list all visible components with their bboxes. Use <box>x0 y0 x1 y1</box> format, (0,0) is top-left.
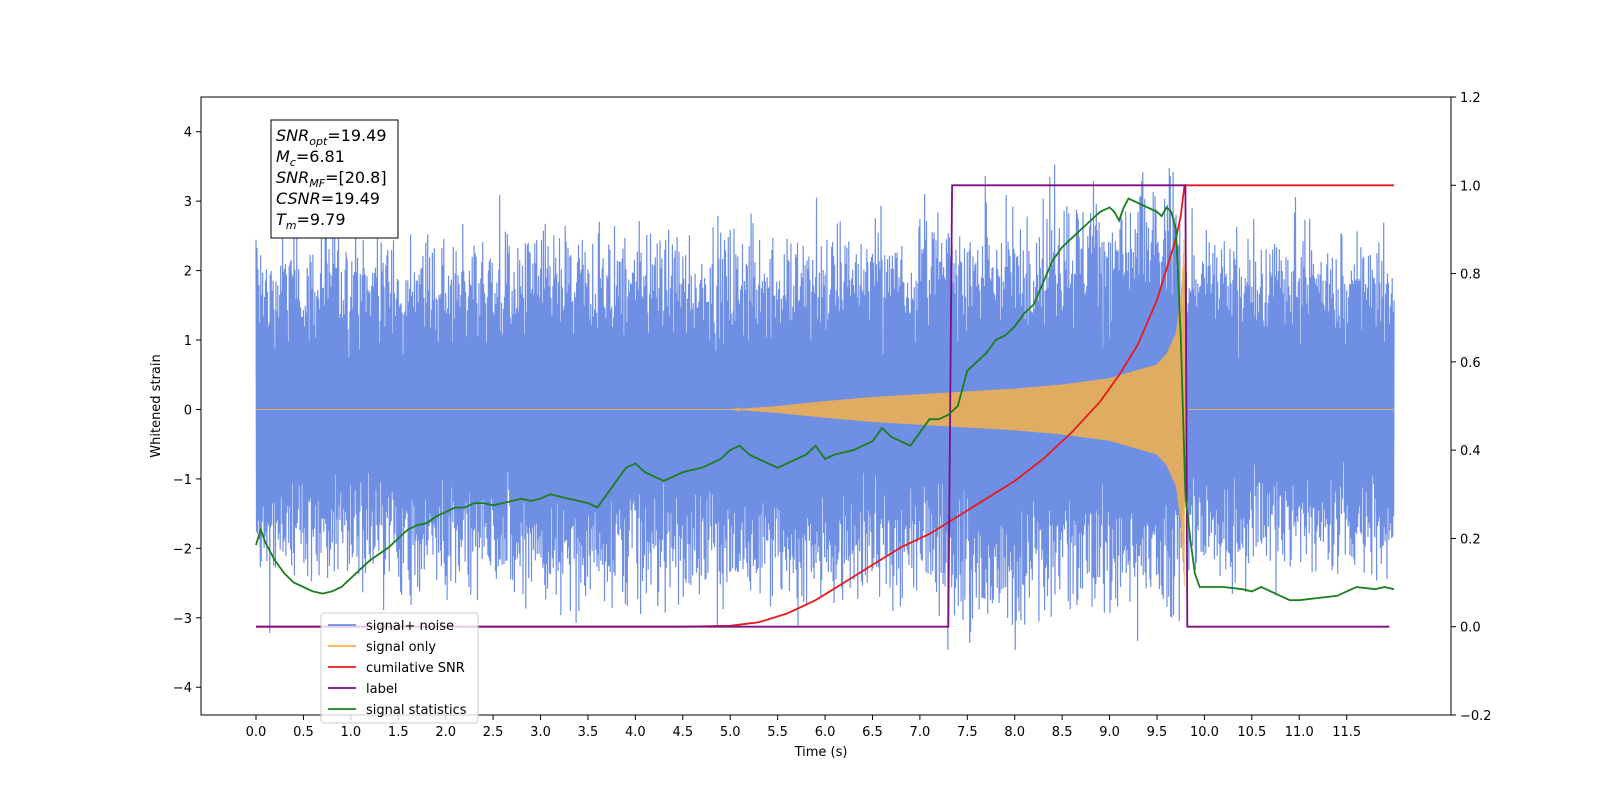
x-tick-label: 11.0 <box>1285 725 1314 740</box>
annotation-line: Mc=6.81 <box>276 147 345 169</box>
signal-noise-series <box>255 164 1395 651</box>
y-right-tick-label: 0.8 <box>1460 268 1481 283</box>
annotation-symbol: T <box>276 210 287 229</box>
x-tick-label: 0.5 <box>293 725 314 740</box>
annotation-value: =6.81 <box>296 147 345 166</box>
annotation-box: SNRopt=19.49Mc=6.81SNRMF=[20.8]CSNR=19.4… <box>270 119 399 239</box>
x-tick-label: 5.0 <box>720 725 741 740</box>
annotation-frame <box>270 119 399 239</box>
annotation-line: Tm=9.79 <box>276 210 346 232</box>
x-tick-label: 5.5 <box>767 725 788 740</box>
y-right-axis-ticks: 1.2 1.0 0.8 0.6 0.4 0.2 0.0 −0.2 <box>1451 91 1492 724</box>
x-tick-label: 2.5 <box>483 725 504 740</box>
x-tick-label: 10.5 <box>1237 725 1266 740</box>
legend-label: signal statistics <box>366 703 467 718</box>
annotation-symbol: M <box>276 147 290 166</box>
line-series <box>255 184 1395 628</box>
x-tick-label: 8.0 <box>1004 725 1025 740</box>
legend-label: signal+ noise <box>366 619 454 634</box>
signal-statistics-line <box>255 197 1395 602</box>
annotation-symbol: SNR <box>276 168 309 187</box>
x-tick-label: 7.0 <box>910 725 931 740</box>
y-tick-label: 3 <box>184 195 192 210</box>
y-right-tick-label: 1.0 <box>1460 179 1481 194</box>
annotation-value: =19.49 <box>327 126 386 145</box>
legend-label: signal only <box>366 640 436 655</box>
signal-only-series <box>256 239 1395 587</box>
y-right-tick-label: −0.2 <box>1460 709 1492 724</box>
x-tick-label: 3.5 <box>578 725 599 740</box>
x-tick-label: 2.0 <box>435 725 456 740</box>
y-right-tick-label: 0.6 <box>1460 356 1481 371</box>
x-tick-label: 0.0 <box>246 725 267 740</box>
x-axis-ticks: 0.0 0.5 1.0 1.5 2.0 2.5 3.0 3.5 4.0 4.5 5.0 5.5 6.0 6… <box>246 715 1361 740</box>
annotation-line: SNRopt=19.49 <box>276 126 387 148</box>
annotation-line: CSNR=19.49 <box>276 189 380 208</box>
annotation-value: =[20.8] <box>325 168 387 187</box>
y-axis-label: Whitened strain <box>149 354 164 457</box>
x-tick-label: 7.5 <box>957 725 978 740</box>
annotation-symbol: SNR <box>276 126 309 145</box>
legend: signal+ noise signal only cumilative SNR la… <box>320 612 479 724</box>
x-tick-label: 1.5 <box>388 725 409 740</box>
y-tick-label: −3 <box>173 612 192 627</box>
x-tick-label: 9.0 <box>1099 725 1120 740</box>
y-tick-label: −4 <box>173 681 192 696</box>
x-tick-label: 1.0 <box>341 725 362 740</box>
y-tick-label: 1 <box>184 334 192 349</box>
annotation-subscript: MF <box>309 177 325 190</box>
x-tick-label: 6.5 <box>862 725 883 740</box>
signal-only-line <box>256 239 1395 587</box>
plot-area-frame <box>200 96 1452 716</box>
y-tick-label: 4 <box>184 126 192 141</box>
x-axis-label: Time (s) <box>794 745 848 760</box>
y-tick-label: 0 <box>184 403 192 418</box>
legend-label: cumilative SNR <box>366 661 465 676</box>
annotation-value: =19.49 <box>321 189 380 208</box>
y-right-tick-label: 0.0 <box>1460 621 1481 636</box>
x-tick-label: 4.5 <box>672 725 693 740</box>
y-tick-label: −1 <box>173 473 192 488</box>
y-tick-label: 2 <box>184 265 192 280</box>
x-tick-label: 11.5 <box>1332 725 1361 740</box>
y-right-tick-label: 1.2 <box>1460 91 1481 106</box>
y-right-tick-label: 0.2 <box>1460 532 1481 547</box>
y-tick-label: −2 <box>173 542 192 557</box>
x-tick-label: 8.5 <box>1052 725 1073 740</box>
label-line <box>256 184 1390 628</box>
legend-label: label <box>366 682 397 697</box>
annotation-subscript: opt <box>309 135 328 148</box>
x-tick-label: 10.0 <box>1190 725 1219 740</box>
legend-frame <box>320 612 479 724</box>
annotation-symbol: CSNR <box>276 189 321 208</box>
annotation-subscript: m <box>286 219 297 232</box>
x-tick-label: 4.0 <box>625 725 646 740</box>
x-tick-label: 3.0 <box>530 725 551 740</box>
y-axis-ticks: 4 3 2 1 0 −1 −2 −3 −4 <box>173 126 201 696</box>
signal-noise-line <box>255 164 1395 651</box>
y-right-tick-label: 0.4 <box>1460 444 1481 459</box>
x-tick-label: 6.0 <box>815 725 836 740</box>
x-tick-label: 9.5 <box>1147 725 1168 740</box>
annotation-value: =9.79 <box>297 210 346 229</box>
annotation-line: SNRMF=[20.8] <box>276 168 387 190</box>
annotation-subscript: c <box>290 156 296 169</box>
